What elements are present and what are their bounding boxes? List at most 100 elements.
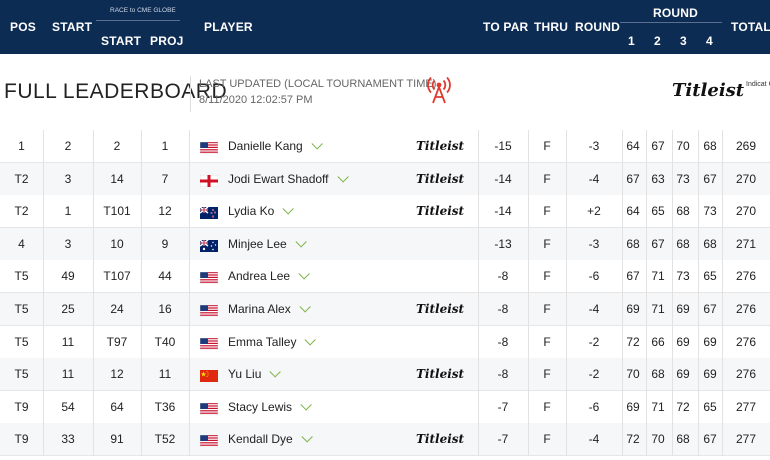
column-divider	[622, 227, 623, 261]
player-name: Yu Liu	[228, 367, 262, 382]
cell-pos: T2	[14, 204, 29, 219]
column-divider	[141, 390, 142, 424]
cell-start: 54	[61, 399, 75, 414]
player-name-link[interactable]: Stacy Lewis	[228, 391, 312, 424]
race-to-cme-globe-logo: RACE to CME GLOBE	[110, 7, 176, 14]
column-divider	[672, 358, 673, 392]
column-divider	[478, 195, 479, 229]
cell-r2: 70	[651, 432, 665, 447]
column-divider	[646, 195, 647, 229]
column-divider	[478, 358, 479, 392]
col-header-start[interactable]: START	[52, 20, 93, 34]
cell-thru: F	[543, 269, 551, 284]
table-row[interactable]: T5 11 12 11 -8 F -2 70 68 69 69 276 Yu Liu Titleist	[0, 358, 770, 392]
table-row[interactable]: T5 49 T107 44 -8 F -6 67 71 73 65 276 Andrea Lee	[0, 260, 770, 294]
column-divider	[528, 390, 529, 424]
titleist-sponsor-logo: Titleist	[672, 80, 745, 101]
broadcast-tower-icon[interactable]	[426, 76, 452, 104]
column-divider	[528, 195, 529, 229]
titleist-logo: Titleist	[416, 204, 465, 219]
chevron-down-icon[interactable]	[336, 170, 349, 183]
player-name-link[interactable]: Danielle Kang	[228, 130, 323, 163]
column-divider	[528, 162, 529, 196]
usa-flag-icon	[199, 304, 219, 318]
table-row[interactable]: T5 11 T97 T40 -8 F -2 72 66 69 69 276 Emma Talley	[0, 325, 770, 359]
col-header-to-par[interactable]: TO PAR	[483, 20, 529, 34]
cell-to-par: -13	[494, 236, 512, 251]
cell-thru: F	[543, 367, 551, 382]
chevron-down-icon[interactable]	[300, 399, 312, 411]
cell-r4: 67	[703, 171, 717, 186]
column-divider	[141, 195, 142, 229]
chevron-down-icon[interactable]	[311, 138, 323, 150]
cell-r2: 67	[651, 236, 665, 251]
player-name-link[interactable]: Andrea Lee	[228, 260, 310, 293]
cell-start: 33	[61, 432, 75, 447]
table-row[interactable]: T9 33 91 T52 -7 F -4 72 70 68 67 277 Kendall Dye Titl…	[0, 423, 770, 457]
cell-thru: F	[543, 171, 551, 186]
usa-flag-icon	[199, 402, 219, 416]
cell-thru: F	[543, 204, 551, 219]
titleist-logo: Titleist	[416, 432, 465, 447]
col-header-total[interactable]: TOTAL	[731, 20, 770, 34]
chevron-down-icon[interactable]	[304, 333, 317, 346]
chevron-down-icon[interactable]	[295, 236, 307, 248]
player-name-link[interactable]: Marina Alex	[228, 293, 311, 326]
player-name-link[interactable]: Yu Liu	[228, 358, 282, 391]
col-header-race-start[interactable]: START	[101, 34, 142, 48]
usa-flag-icon	[199, 271, 219, 285]
column-divider	[672, 423, 673, 457]
column-divider	[672, 130, 673, 163]
table-row[interactable]: T2 1 T101 12 -14 F +2 64 65 68 73 270 Lydia Ko Titlei…	[0, 195, 770, 229]
cell-r1: 72	[626, 432, 640, 447]
column-divider	[141, 227, 142, 261]
table-row[interactable]: T9 54 64 T36 -7 F -6 69 71 72 65 277 Stacy Lewis	[0, 390, 770, 424]
cell-r2: 67	[651, 139, 665, 153]
col-header-round-group: ROUND	[653, 6, 698, 20]
chevron-down-icon[interactable]	[299, 301, 311, 313]
table-row[interactable]: T5 25 24 16 -8 F -4 69 71 69 67 276 Marina Alex Title…	[0, 293, 770, 326]
cell-start: 11	[61, 334, 75, 349]
cell-proj: T36	[154, 399, 176, 414]
column-divider	[528, 260, 529, 294]
cell-r4: 69	[703, 367, 717, 382]
player-name-link[interactable]: Kendall Dye	[228, 423, 313, 456]
cell-r1: 67	[626, 171, 640, 186]
cell-race-start: 12	[110, 367, 124, 382]
cell-total: 271	[735, 236, 757, 251]
player-name-link[interactable]: Emma Talley	[228, 326, 317, 359]
player-name: Lydia Ko	[228, 204, 275, 219]
col-header-thru[interactable]: THRU	[534, 20, 569, 34]
col-header-proj[interactable]: PROJ	[150, 34, 184, 48]
chevron-down-icon[interactable]	[298, 268, 310, 280]
player-name-link[interactable]: Jodi Ewart Shadoff	[228, 163, 349, 196]
column-divider	[672, 162, 673, 196]
col-header-player[interactable]: PLAYER	[204, 20, 253, 34]
cell-r4: 65	[703, 399, 717, 414]
column-divider	[528, 358, 529, 392]
cell-start: 3	[64, 236, 72, 251]
column-divider	[566, 162, 567, 196]
chevron-down-icon[interactable]	[301, 431, 313, 443]
col-header-r2[interactable]: 2	[654, 34, 661, 48]
chevron-down-icon[interactable]	[269, 366, 282, 378]
column-divider	[622, 130, 623, 163]
col-header-r3[interactable]: 3	[680, 34, 687, 48]
player-name-link[interactable]: Lydia Ko	[228, 195, 295, 228]
player-name-link[interactable]: Minjee Lee	[228, 228, 307, 261]
col-header-r1[interactable]: 1	[628, 34, 635, 48]
table-row[interactable]: 4 3 10 9 -13 F -3 68 67 68 68 271 Minjee Lee	[0, 227, 770, 261]
table-row[interactable]: T2 3 14 7 -14 F -4 67 63 73 67 270 Jodi Ewart Shadof…	[0, 162, 770, 196]
cell-race-start: 10	[110, 236, 124, 251]
cell-pos: 1	[18, 139, 25, 153]
column-divider	[698, 390, 699, 424]
col-header-pos[interactable]: POS	[10, 20, 36, 34]
column-divider	[141, 423, 142, 457]
col-header-round[interactable]: ROUND	[575, 20, 620, 34]
column-divider	[189, 195, 190, 229]
chevron-down-icon[interactable]	[282, 203, 295, 215]
table-row[interactable]: 1 2 2 1 -15 F -3 64 67 70 68 269 Danielle Kang Titlei…	[0, 130, 770, 163]
col-header-r4[interactable]: 4	[706, 34, 713, 48]
player-name: Stacy Lewis	[228, 399, 293, 414]
cell-start: 11	[61, 367, 75, 382]
